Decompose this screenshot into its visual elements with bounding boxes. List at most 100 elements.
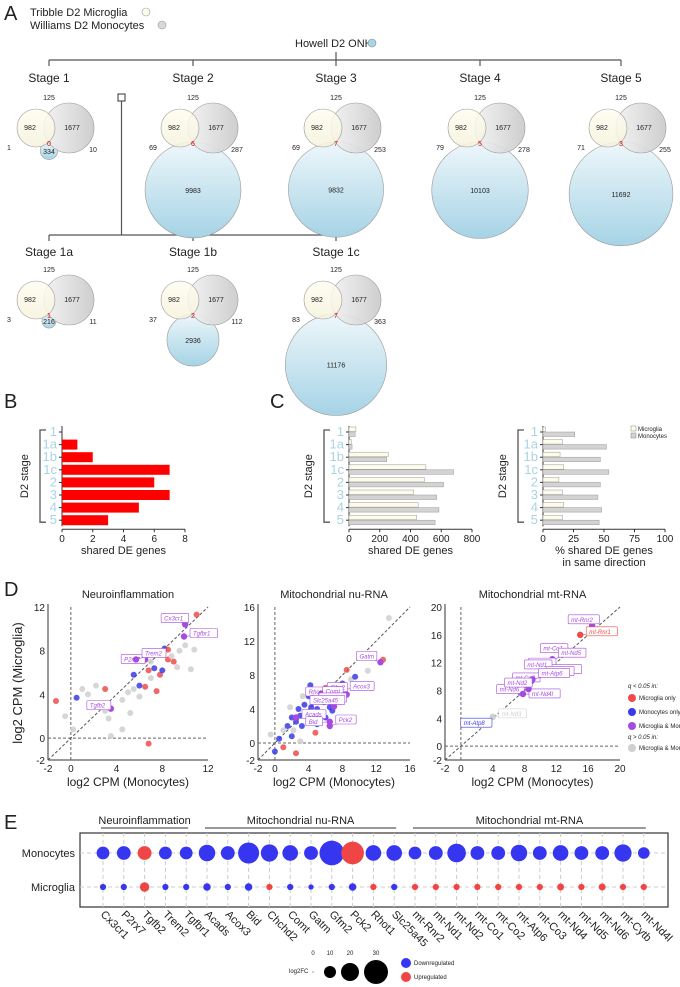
data-point: [127, 710, 134, 717]
monocytes-dot: [198, 844, 216, 862]
y-tick-label: 1: [50, 424, 57, 439]
y-tick-label: 16: [244, 603, 256, 614]
x-axis-label: log2 CPM (Monocytes): [471, 775, 593, 789]
y-tick-label: 1c: [524, 462, 538, 477]
size-legend-value: 0: [311, 951, 315, 957]
y-tick-label: 4: [39, 690, 45, 701]
data-point: [79, 685, 86, 692]
monocytes-dot: [614, 844, 632, 862]
y-tick-label: 1: [531, 424, 538, 439]
x-tick-label: 8: [182, 534, 188, 545]
y-tick-label: 1c: [330, 462, 344, 477]
venn-shared-count: 3: [619, 141, 623, 148]
y-tick-label: 4: [337, 500, 344, 515]
venn-microglia-count: 982: [168, 125, 180, 132]
y-tick-label: 1b: [330, 449, 344, 464]
y-tick-label: 1b: [524, 449, 538, 464]
label-box: [189, 628, 218, 638]
monocytes-dot: [319, 840, 345, 866]
venn-stage-4: Stage 4 125 982 1677 5 79 278 10103: [431, 71, 530, 239]
data-point: [130, 685, 137, 692]
y-tick-label: 2: [337, 474, 344, 489]
venn-shared-count: 6: [191, 141, 195, 148]
y-tick-label: 1a: [524, 437, 539, 452]
data-point: [267, 731, 274, 738]
microglia-dot: [287, 883, 294, 891]
venn-right-count: 253: [374, 147, 386, 154]
label-box: [538, 668, 571, 678]
plot-title: Mitochondrial nu-RNA: [280, 589, 388, 601]
bar: [62, 515, 109, 526]
x-tick-label: 8: [522, 764, 528, 775]
venn-shared-count: 7: [334, 141, 338, 148]
microglia-dot: [120, 883, 127, 891]
venn-shared-count: 1: [47, 313, 51, 320]
microglia-dot: [139, 882, 150, 892]
microglia-dot: [515, 883, 523, 891]
y-tick-label: 5: [337, 512, 344, 527]
microglia-dot: [308, 884, 314, 890]
legend-swatch: [628, 694, 636, 702]
venn-left-count: 1: [7, 145, 11, 152]
data-point: [343, 666, 350, 673]
panel-label-e: E: [4, 812, 17, 834]
plot-title: Mitochondrial mt-RNA: [479, 589, 587, 601]
data-point: [298, 723, 305, 729]
data-point: [142, 683, 149, 690]
data-point: [174, 664, 181, 671]
monocytes-dot: [96, 846, 110, 860]
data-point: [145, 740, 152, 747]
label-box: [558, 647, 587, 658]
onh-legend-swatch: [367, 38, 377, 48]
data-point: [147, 658, 154, 665]
x-tick-label: -2: [254, 764, 263, 775]
gene-label: mt-Nd6: [500, 688, 520, 694]
x-tick-label: 200: [371, 534, 388, 545]
stage-label: Stage 4: [459, 71, 501, 85]
x-axis-label: shared DE genes: [368, 545, 453, 557]
data-point: [93, 682, 99, 689]
data-point: [290, 727, 297, 734]
y-tick-label: -2: [433, 756, 442, 767]
label-box: [524, 659, 553, 670]
data-point: [312, 729, 319, 736]
size-legend-dot: [312, 971, 314, 973]
panel-e-dot-plot: Neuroinflammation Mitochondrial nu-RNA Mit…: [22, 815, 674, 984]
legend-label: Tribble D2 Microglia: [30, 7, 128, 19]
x-tick-label: 20: [614, 764, 626, 775]
venn-monocytes-count: 1677: [208, 125, 224, 132]
group-label: Neuroinflammation: [98, 815, 190, 827]
gene-label: mt-Nd4l: [532, 692, 554, 698]
monocytes-dot: [491, 846, 506, 860]
x-tick-label: 50: [598, 534, 610, 545]
y-tick-label: 8: [39, 647, 45, 658]
monocytes-dot: [428, 846, 443, 860]
y-tick-label: 8: [249, 671, 255, 682]
data-point: [295, 706, 302, 712]
y-tick-label: 5: [50, 512, 57, 527]
gene-label: Comt: [326, 690, 341, 696]
y-tick-label: 1a: [43, 437, 58, 452]
x-tick-label: 12: [371, 764, 383, 775]
data-point: [280, 727, 287, 734]
stage-label: Stage 1a: [25, 245, 73, 259]
legend-title: q < 0.05 in:: [628, 684, 658, 690]
data-point: [287, 704, 294, 711]
venn-right-count: 363: [374, 319, 386, 326]
gene-label: Tgfbr1: [193, 632, 210, 638]
y-tick-label: 4: [531, 500, 538, 515]
x-tick-label: -2: [441, 764, 450, 775]
microglia-dot: [224, 883, 231, 891]
monocytes-dot: [282, 845, 299, 861]
bar: [62, 452, 93, 463]
bar-microglia: [348, 514, 417, 520]
gene-label: mt-Atp6: [542, 671, 564, 677]
row-label: Microglia: [31, 882, 76, 894]
stage-label: Stage 1b: [169, 245, 217, 259]
label-box: [567, 614, 600, 625]
data-point: [176, 647, 183, 654]
microglia-dot: [619, 883, 627, 891]
x-tick-label: 0: [59, 534, 65, 545]
